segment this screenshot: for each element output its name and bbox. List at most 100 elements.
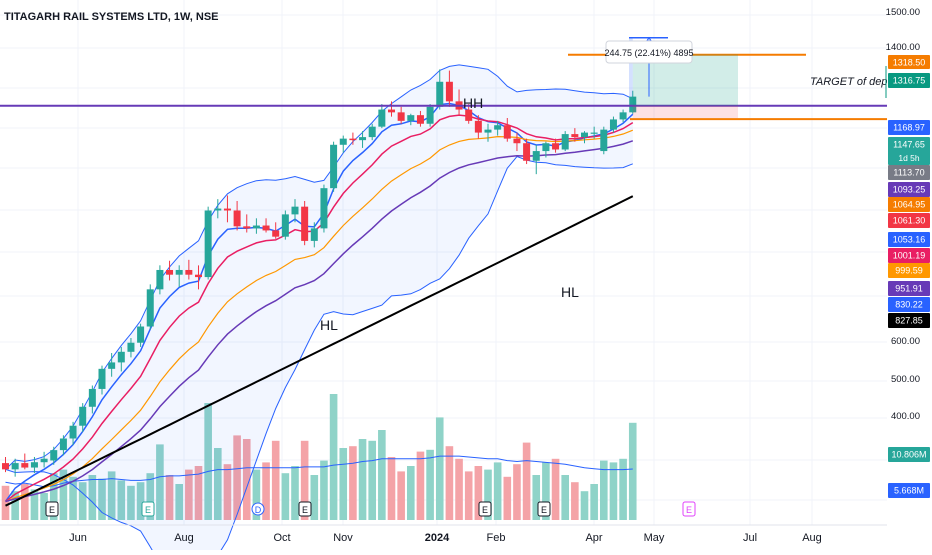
price-badge [888,297,930,312]
candle-body [272,230,280,237]
measure-label: 244.75 (22.41%) 4895 [604,48,693,58]
volume-bar [561,475,569,520]
candle-body [320,188,328,229]
volume-bar [628,422,637,520]
candle-body [523,143,531,161]
time-axis-label: 2024 [425,532,450,544]
candle-body [301,206,309,241]
time-axis-label: Jul [743,532,757,544]
volume-bar [271,440,280,520]
candle-body [503,125,511,139]
volume-bar [580,491,589,520]
indicator-overlays [4,64,634,555]
price-badge-value: 1113.70 [893,168,924,178]
drawings: 244.75 (22.41%) 4895 TARGET of depth [0,36,897,121]
bollinger-fill [5,64,633,555]
price-badge-value: 951.91 [895,284,923,294]
volume-bar [233,435,241,520]
volume-bar [407,466,415,520]
price-badge-value: 1168.97 [893,123,925,133]
volume-bar [542,462,550,520]
volume-bar [600,460,608,520]
candle-body [513,138,521,144]
volume-pane [1,394,637,520]
volume-bar [464,471,473,520]
price-badge-value: 10.806M [891,450,926,460]
volume-bar [165,475,174,520]
volume-bar [242,439,251,520]
volume-bar [78,482,87,520]
volume-bar [532,475,541,520]
volume-bar [300,440,309,520]
price-badge-value: 827.85 [895,316,923,326]
time-axis: Jun Aug Oct Nov 2024 Feb Apr May Jul Aug [0,524,887,544]
position-loss-zone [632,105,738,118]
candle-body [223,208,231,211]
price-badge-value: 1053.16 [893,235,926,245]
event-marker-label: E [686,505,692,515]
candle-body [30,462,38,468]
annotation-label: HH [463,95,483,111]
price-badge [888,55,930,69]
candle-body [137,326,145,343]
candle-body [619,112,627,120]
volume-bar [387,457,396,520]
candle-body [388,109,395,113]
candle-body [243,226,251,229]
time-axis-label: Aug [174,532,194,544]
candle-body [59,438,67,451]
candle-body [407,115,415,121]
candle-body [281,214,289,237]
candle-body [474,120,482,133]
volume-bar [619,458,627,520]
volume-bar [339,448,348,520]
price-badge-value: 830.22 [895,300,923,310]
earnings-marker [682,501,696,517]
volume-bar [291,466,299,520]
candle-body [117,351,125,363]
time-axis-label: May [644,532,665,544]
event-marker-label: E [541,505,547,515]
volume-bar [416,451,425,520]
price-badge-value: 1061.30 [893,216,926,226]
price-badge [888,120,930,135]
dividend-marker [251,502,265,516]
volume-bar [49,473,58,520]
ema-50-line [5,195,634,507]
annotations: HH HL HL [320,95,579,333]
volume-bar [117,480,126,520]
candle-body [339,138,347,145]
volume-bar [609,462,618,520]
candle-body [436,81,444,107]
candle-body [629,96,637,113]
volume-bar [522,442,531,520]
candle-body [494,125,502,130]
candle-body [416,115,424,124]
volume-bar [88,475,97,520]
volume-bar [378,430,386,520]
candle-body [310,228,318,241]
candle-body [127,342,135,352]
volume-bar [551,458,560,520]
price-badge [888,213,930,228]
candle-body [146,289,154,327]
price-badge-value: 1316.75 [893,76,926,86]
candle-body [571,134,579,138]
volume-bar [455,458,463,520]
bar-countdown: 1d 5h [898,153,920,163]
volume-bar [426,449,434,520]
volume-bar [310,475,319,520]
candle-body [252,225,260,229]
volume-bar [474,466,483,520]
price-badge [888,281,930,296]
price-tick-label: 1500.00 [886,7,920,18]
volume-bar [571,482,579,520]
volume-bar [175,484,183,520]
event-marker-label: E [482,505,488,515]
volume-bar [435,417,444,520]
volume-bar [368,440,376,520]
